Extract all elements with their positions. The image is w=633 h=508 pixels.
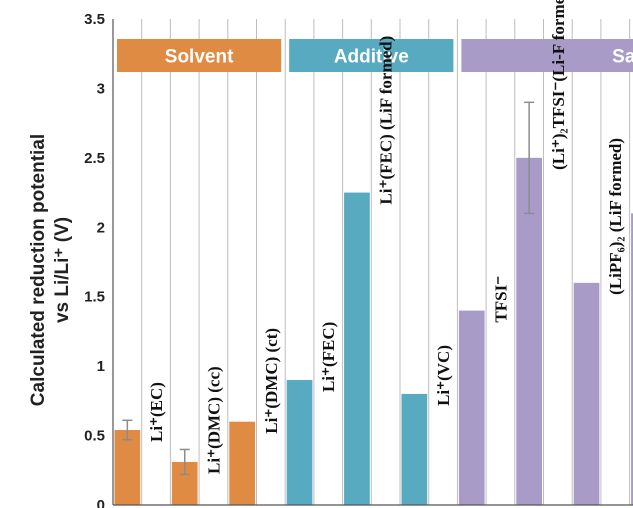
y-tick-label: 1: [97, 358, 105, 375]
bar-label: Li⁺(EC): [147, 382, 166, 442]
bar-label: Li⁺(DMC) (ct): [262, 328, 281, 434]
error-bars: [122, 101, 535, 476]
bar-label: TFSI⁻: [491, 276, 510, 323]
y-tick-label: 3.5: [84, 11, 105, 28]
bar-label: (LiPF₆)₂ (LiF formed): [606, 138, 625, 295]
group-headers: Solvent Additive Salt: [117, 39, 633, 72]
y-tick-label: 2: [97, 219, 105, 236]
y-axis-label-line2: vs Li/Li⁺ (V): [52, 217, 73, 323]
group-header-band: [461, 39, 633, 72]
y-tick-label: 0.5: [84, 428, 105, 445]
bar: [229, 421, 255, 505]
bar-label: Li⁺(DMC) (cc): [204, 366, 223, 474]
y-tick-label: 3: [97, 80, 105, 97]
group-header-band: [117, 39, 282, 72]
y-axis-label-line1: Calculated reduction potential: [28, 134, 49, 406]
group-header-label: Salt: [612, 47, 633, 68]
bar-labels: Li⁺(EC) Li⁺(DMC) (cc) Li⁺(DMC) (ct) Li⁺(FEC…: [147, 0, 625, 474]
group-header-band: [289, 39, 454, 72]
bar: [344, 192, 370, 506]
y-tick-label: 0: [97, 497, 105, 508]
bar: [516, 157, 542, 505]
vertical-gridlines: [141, 19, 631, 505]
bar-label: Li⁺(VC): [434, 345, 453, 406]
bar-label: Li⁺(FEC): [319, 322, 338, 392]
bar: [286, 380, 313, 505]
bars: [114, 157, 633, 506]
bar: [458, 310, 485, 505]
group-header-label: Additive: [334, 47, 409, 68]
y-tick-label: 2.5: [84, 150, 105, 167]
bar: [573, 282, 600, 505]
axes: [112, 19, 633, 506]
bar: [114, 430, 141, 505]
y-tick-label: 1.5: [84, 289, 105, 306]
group-header-label: Solvent: [165, 47, 234, 68]
bar-label: (Li⁺)₂TFSI⁻(Li-F formed): [549, 0, 568, 170]
y-tick-labels: 0 0.5 1 1.5 2 2.5 3 3.5: [84, 11, 105, 508]
bar-label: Li⁺(FEC) (LiF formed): [377, 36, 396, 205]
bar: [401, 393, 428, 505]
bar: [631, 213, 633, 505]
